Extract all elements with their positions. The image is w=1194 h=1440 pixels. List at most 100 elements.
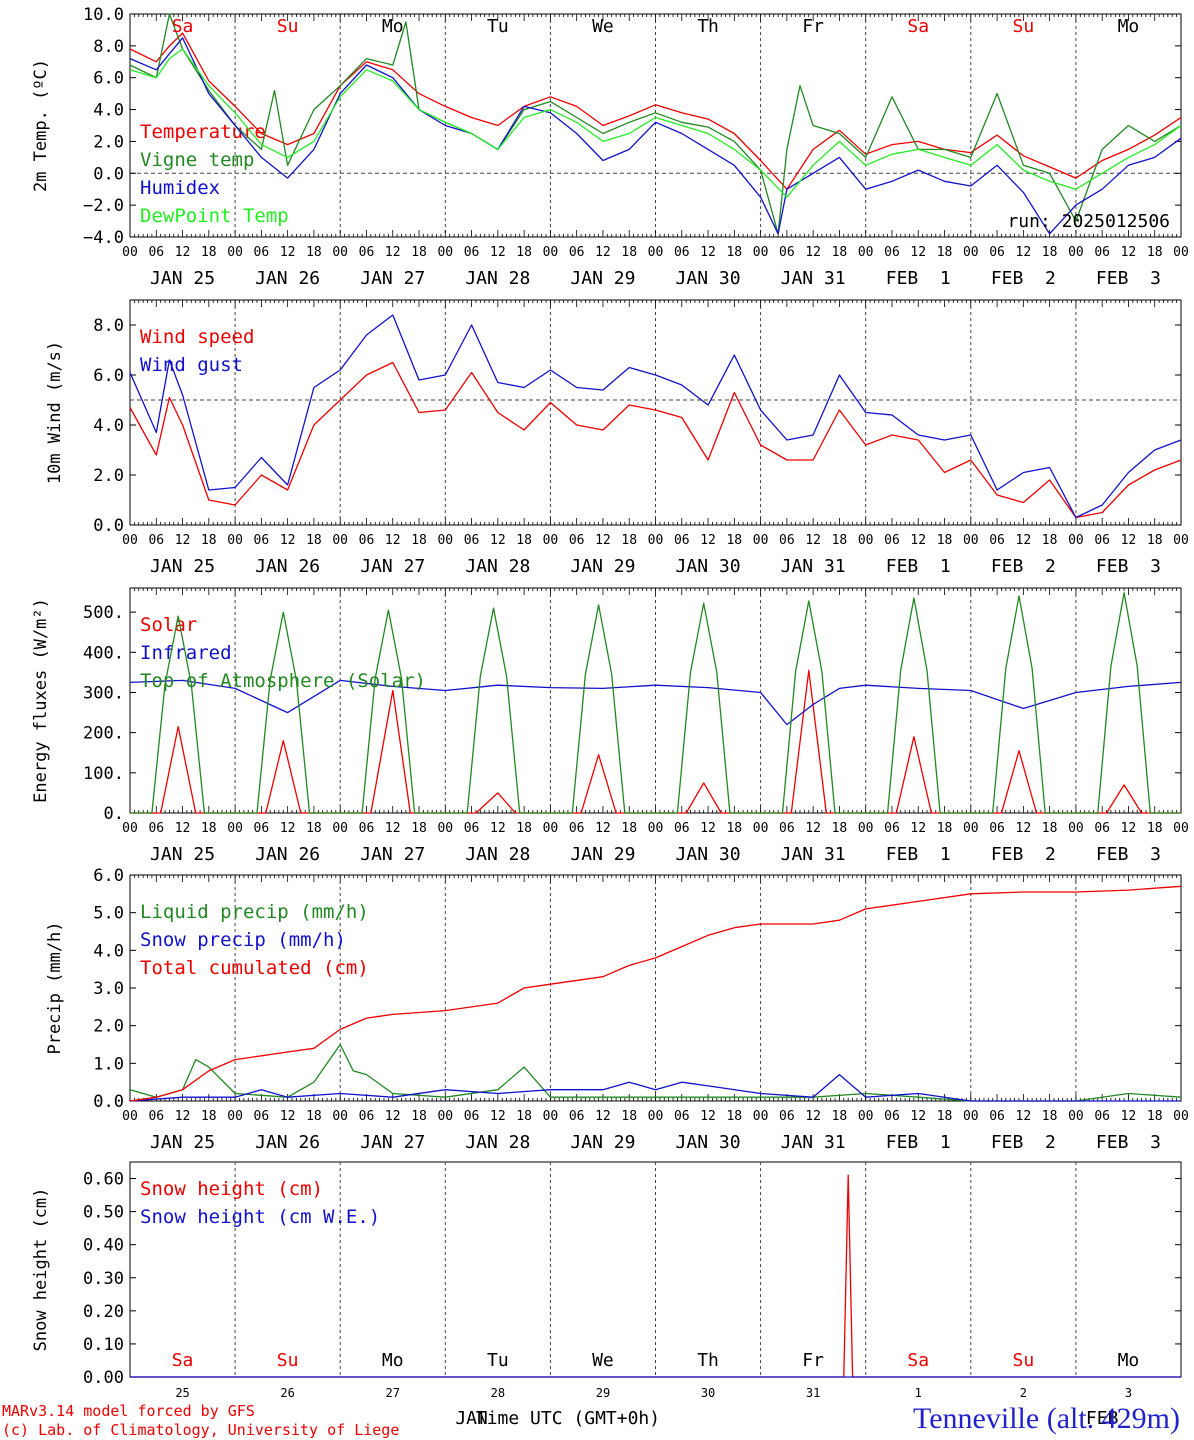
hour-label: 12 (805, 533, 821, 548)
legend-entry: DewPoint Temp (140, 205, 289, 227)
hour-label: 12 (385, 533, 401, 548)
hour-label: 12 (1121, 245, 1137, 260)
x-axis-title: Time UTC (GMT+0h) (476, 1408, 660, 1429)
weekday-label: Su (1013, 16, 1035, 37)
hour-label: 06 (674, 245, 690, 260)
hour-label: 06 (884, 245, 900, 260)
hour-label: 18 (306, 245, 322, 260)
hour-label: 12 (910, 533, 926, 548)
hour-label: 12 (1121, 1109, 1137, 1124)
day-number: 30 (701, 1386, 715, 1400)
hour-label: 00 (858, 821, 874, 836)
hour-label: 12 (700, 533, 716, 548)
date-label: JAN 27 (360, 268, 425, 289)
y-tick-label: 2.0 (93, 466, 124, 486)
hour-label: 06 (254, 821, 270, 836)
hour-label: 18 (937, 1109, 953, 1124)
date-label: JAN 28 (465, 844, 530, 865)
weekday-label: Su (1013, 1350, 1035, 1371)
panel-5: 0.60 0.50 0.40 0.30 0.20 0.10 0.00 Snow height … (31, 1161, 1182, 1429)
weekday-label: We (592, 1350, 614, 1371)
date-label: FEB 2 (991, 844, 1056, 865)
hour-label: 18 (832, 1109, 848, 1124)
series-line-1-3 (129, 37, 1182, 235)
date-label: JAN 31 (781, 268, 846, 289)
hour-label: 12 (910, 245, 926, 260)
date-label: FEB 3 (1096, 556, 1161, 577)
hour-label: 06 (1094, 533, 1110, 548)
date-label: JAN 31 (781, 844, 846, 865)
y-tick-label: 200. (83, 724, 124, 744)
hour-label: 12 (1121, 821, 1137, 836)
hour-label: 06 (674, 533, 690, 548)
legend-entry: Temperature (140, 121, 266, 143)
hour-label: 12 (280, 821, 296, 836)
hour-label: 00 (648, 1109, 664, 1124)
weekday-label: Su (277, 16, 299, 37)
y-tick-label: 300. (83, 683, 124, 703)
hour-label: 12 (385, 821, 401, 836)
hour-label: 18 (306, 821, 322, 836)
series-line-4-3 (129, 885, 1182, 1102)
hour-label: 12 (280, 1109, 296, 1124)
hour-label: 00 (227, 821, 243, 836)
day-number: 2 (1020, 1386, 1027, 1400)
hour-label: 18 (1042, 821, 1058, 836)
date-label: JAN 27 (360, 1132, 425, 1153)
y-tick-label: 0.0 (93, 1092, 124, 1112)
date-label: JAN 29 (570, 844, 635, 865)
hour-label: 00 (753, 821, 769, 836)
weekday-label: Mo (1118, 1350, 1140, 1371)
y-tick-label: −2.0 (83, 196, 124, 216)
hour-label: 18 (411, 821, 427, 836)
hour-label: 18 (1147, 533, 1163, 548)
hour-label: 00 (1173, 821, 1189, 836)
date-label: JAN 26 (255, 1132, 320, 1153)
hour-label: 06 (148, 1109, 164, 1124)
hour-label: 06 (464, 1109, 480, 1124)
hour-label: 18 (516, 821, 532, 836)
hour-label: 00 (1173, 1109, 1189, 1124)
footer: MARv3.14 model forced by GFS(c) Lab. of … (2, 1402, 1180, 1439)
y-tick-label: 0.10 (83, 1335, 124, 1355)
date-label: JAN 25 (150, 844, 215, 865)
hour-label: 00 (332, 245, 348, 260)
hour-label: 18 (1042, 245, 1058, 260)
legend-entry: Snow height (cm) (140, 1178, 323, 1200)
y-tick-label: 0.50 (83, 1203, 124, 1223)
y-tick-label: 2.0 (93, 1017, 124, 1037)
date-label: JAN 25 (150, 1132, 215, 1153)
day-number: 29 (596, 1386, 610, 1400)
hour-label: 18 (201, 821, 217, 836)
hour-label: 06 (359, 821, 375, 836)
hour-label: 00 (963, 533, 979, 548)
hour-label: 12 (175, 533, 191, 548)
legend-entry: Snow height (cm W.E.) (140, 1206, 380, 1228)
hour-label: 12 (700, 821, 716, 836)
hour-label: 18 (937, 821, 953, 836)
date-label: JAN 25 (150, 556, 215, 577)
weekday-label: Mo (382, 16, 404, 37)
date-label: JAN 29 (570, 556, 635, 577)
panel-3: 500. 400. 300. 200. 100. 0. Energy fluxes (W/m… (31, 587, 1189, 865)
hour-label: 12 (175, 1109, 191, 1124)
date-label: FEB 3 (1096, 844, 1161, 865)
hour-label: 00 (122, 245, 138, 260)
hour-label: 00 (963, 821, 979, 836)
date-label: FEB 3 (1096, 1132, 1161, 1153)
hour-label: 00 (648, 245, 664, 260)
date-label: JAN 30 (676, 844, 741, 865)
hour-label: 00 (858, 533, 874, 548)
hour-label: 00 (648, 533, 664, 548)
hour-label: 00 (437, 245, 453, 260)
hour-label: 18 (516, 533, 532, 548)
hour-label: 06 (254, 1109, 270, 1124)
hour-label: 12 (595, 1109, 611, 1124)
credit-line-1: MARv3.14 model forced by GFS (2, 1402, 255, 1420)
hour-label: 00 (227, 533, 243, 548)
weekday-label: Sa (172, 16, 194, 37)
hour-label: 12 (700, 1109, 716, 1124)
hour-label: 00 (1173, 533, 1189, 548)
weekday-label: We (592, 16, 614, 37)
weekday-label: Fr (802, 16, 824, 37)
